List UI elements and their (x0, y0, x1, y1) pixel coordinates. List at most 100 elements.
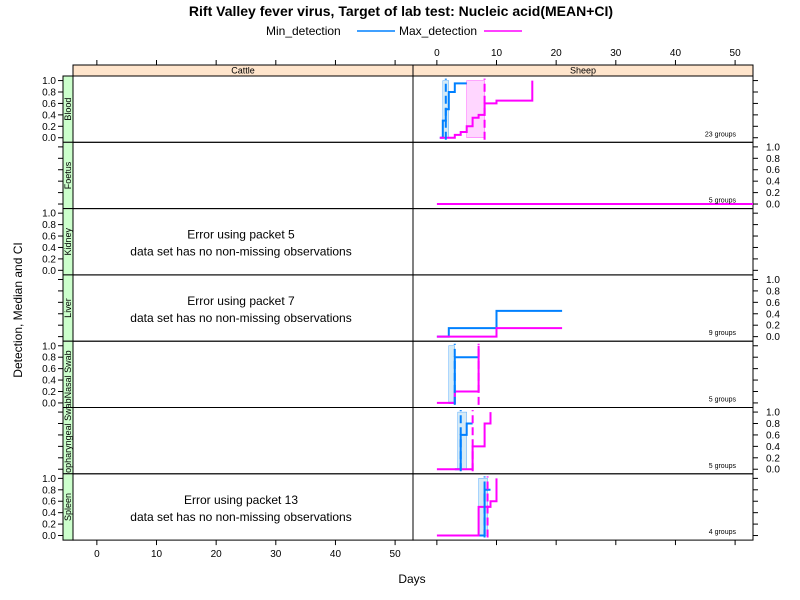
y-tick-label: 0.2 (42, 387, 56, 398)
y-tick-label: 0.8 (42, 485, 56, 496)
column-strip-label-sheep: Sheep (570, 66, 596, 76)
row-strip-label-liver: Liver (63, 298, 73, 318)
ci-band-min-detection (457, 411, 467, 470)
groups-count-label: 5 groups (709, 397, 737, 404)
y-tick-label: 0.0 (42, 266, 56, 277)
panel-sheep-foetus (412, 141, 754, 210)
y-tick-label: 0.6 (42, 497, 56, 508)
y-tick-label: 0.4 (42, 508, 56, 519)
chart-title: Rift Valley fever virus, Target of lab t… (189, 3, 613, 19)
x-tick-label: 10 (151, 549, 163, 560)
y-tick-label: 0.0 (766, 200, 780, 211)
error-message-detail: data set has no non-missing observations (130, 245, 351, 259)
y-tick-label: 0.6 (42, 232, 56, 243)
error-message-title: Error using packet 13 (184, 493, 298, 507)
panel-cattle-kidney (72, 208, 414, 276)
panel-sheep-liver (412, 274, 754, 342)
y-tick-label: 0.2 (42, 122, 56, 133)
y-tick-label: 0.4 (42, 243, 56, 254)
panel-cattle-nasal-swab (72, 340, 414, 409)
groups-count-label: 5 groups (709, 198, 737, 205)
x-axis-label: Days (398, 572, 425, 586)
y-tick-label: 1.0 (42, 341, 56, 352)
y-tick-label: 0.8 (766, 419, 780, 430)
row-strip-label-foetus: Foetus (63, 161, 73, 189)
axes: 0 10 20 30 40 500 10 20 30 40 500.00.20.40.60.81.0… (42, 48, 780, 560)
legend-label-min-detection: Min_detection (266, 24, 341, 38)
panel-data-sheep-foetus: 5 groups (436, 198, 753, 205)
series-line-max-detection (436, 327, 563, 338)
row-strip-label-oropharyngeal-swab: Oropharyngeal Swab (63, 398, 73, 483)
y-tick-label: 0.6 (766, 165, 780, 176)
panel-data-sheep-blood: 23 groups (439, 78, 737, 140)
x-tick-label: 20 (551, 48, 563, 59)
y-tick-label: 1.0 (766, 142, 780, 153)
groups-count-label: 4 groups (709, 529, 737, 536)
panel-data-sheep-spleen: 4 groups (436, 476, 737, 538)
y-tick-label: 0.2 (766, 321, 780, 332)
x-tick-label: 30 (610, 48, 622, 59)
y-tick-label: 1.0 (42, 209, 56, 220)
x-tick-label: 0 (94, 549, 100, 560)
y-tick-label: 0.8 (42, 353, 56, 364)
x-tick-label: 30 (270, 549, 282, 560)
series-line-min-detection (439, 82, 467, 139)
error-message-title: Error using packet 5 (187, 228, 295, 242)
y-tick-label: 0.0 (42, 133, 56, 144)
y-tick-label: 0.0 (42, 398, 56, 409)
groups-count-label: 23 groups (705, 131, 737, 138)
panel-sheep-spleen (412, 473, 754, 541)
y-tick-label: 1.0 (42, 76, 56, 87)
panel-cattle-liver (72, 274, 414, 342)
ci-band-max-detection (466, 80, 485, 138)
y-tick-label: 0.0 (766, 332, 780, 343)
x-tick-label: 50 (390, 549, 402, 560)
row-strip-label-spleen: Spleen (63, 493, 73, 521)
series-line-max-detection (436, 345, 480, 404)
groups-count-label: 9 groups (709, 330, 737, 337)
y-tick-label: 1.0 (766, 408, 780, 419)
column-strip-label-cattle: Cattle (231, 66, 255, 76)
groups-count-label: 5 groups (709, 463, 737, 470)
error-message-title: Error using packet 7 (187, 294, 295, 308)
y-tick-label: 0.4 (766, 309, 780, 320)
panel-cattle-spleen (72, 473, 414, 541)
y-axis-label: Detection, Median and CI (11, 242, 25, 377)
x-tick-label: 0 (434, 48, 440, 59)
y-tick-label: 0.4 (766, 442, 780, 453)
panel-cattle-blood (72, 75, 414, 143)
panel-cattle-oropharyngeal-swab (72, 407, 414, 475)
y-tick-label: 0.2 (42, 254, 56, 265)
panel-sheep-nasal-swab (412, 340, 754, 409)
y-tick-label: 0.8 (42, 220, 56, 231)
y-tick-label: 0.6 (42, 364, 56, 375)
lattice-strips: Cattle Sheep Blood Foetus Kidney Liver Nasal S… (62, 64, 754, 541)
x-tick-label: 40 (330, 549, 342, 560)
error-message-detail: data set has no non-missing observations (130, 311, 351, 325)
y-tick-label: 0.4 (766, 177, 780, 188)
x-tick-label: 20 (211, 549, 223, 560)
y-tick-label: 0.6 (766, 298, 780, 309)
x-tick-label: 40 (670, 48, 682, 59)
y-tick-label: 0.8 (766, 286, 780, 297)
y-tick-label: 0.0 (42, 531, 56, 542)
row-strip-label-blood: Blood (63, 98, 73, 121)
y-tick-label: 0.2 (42, 520, 56, 531)
y-tick-label: 0.6 (42, 99, 56, 110)
panel-data-sheep-oropharyngeal-swab: 5 groups (436, 410, 737, 472)
y-tick-label: 0.4 (42, 376, 56, 387)
y-tick-label: 0.6 (766, 430, 780, 441)
legend-label-max-detection: Max_detection (399, 24, 477, 38)
panel-data-sheep-liver: 9 groups (436, 309, 737, 338)
panel-cattle-foetus (72, 141, 414, 210)
panel-sheep-kidney (412, 208, 754, 276)
lattice-panels: 23 groups 5 groups 9 groups 5 groups 5 group… (72, 75, 754, 541)
y-tick-label: 0.4 (42, 110, 56, 121)
legend: Min_detection Max_detection (266, 24, 522, 38)
y-tick-label: 1.0 (766, 275, 780, 286)
y-tick-label: 0.8 (42, 88, 56, 99)
series-line-max-detection (439, 80, 534, 139)
x-tick-label: 10 (491, 48, 503, 59)
panel-data-sheep-nasal-swab: 5 groups (436, 343, 737, 405)
